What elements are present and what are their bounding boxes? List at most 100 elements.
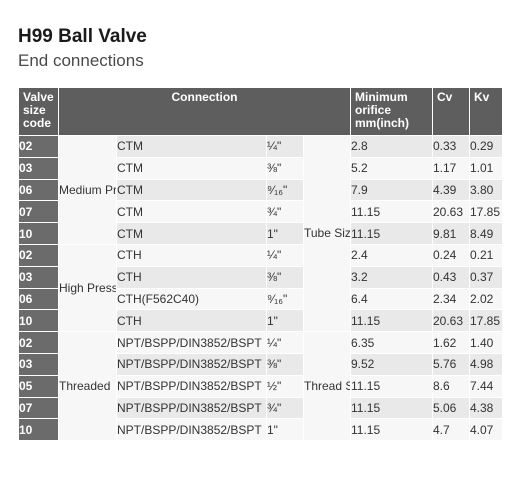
page-subtitle: End connections [18, 51, 144, 70]
kv-cell: 4.38 [469, 396, 503, 420]
cv-cell: 4.7 [432, 418, 470, 442]
end-connections-table: Valve size code Connection Minimum orifi… [18, 87, 503, 442]
kv-cell: 1.01 [469, 156, 503, 180]
kv-cell: 1.40 [469, 331, 503, 354]
connection-size-cell: ¼" [266, 243, 304, 267]
size-code-cell: 02 [18, 135, 59, 158]
size-code-cell: 07 [18, 200, 59, 224]
orifice-cell: 5.2 [350, 156, 433, 180]
kv-cell: 7.44 [469, 374, 503, 398]
kv-cell: 2.02 [469, 287, 503, 311]
size-code-cell: 03 [18, 352, 59, 376]
orifice-cell: 11.15 [350, 222, 433, 245]
connection-type-cell: NPT/BSPP/DIN3852/BSPT [116, 418, 267, 442]
connection-type-cell: CTM [116, 222, 267, 245]
tube-size-label: Tube Size [303, 134, 351, 333]
size-code-cell: 06 [18, 178, 59, 202]
orifice-cell: 2.8 [350, 135, 433, 158]
connection-type-cell: NPT/BSPP/DIN3852/BSPT [116, 331, 267, 354]
orifice-cell: 11.15 [350, 374, 433, 398]
header-size-code: Valve size code [18, 87, 59, 136]
thread-size-label: Thread Size [303, 331, 351, 442]
table-row: 03 CTM ⅜" 5.2 1.17 1.01 [18, 156, 503, 180]
cv-cell: 20.63 [432, 200, 470, 224]
size-code-cell: 05 [18, 374, 59, 398]
header-connection: Connection [58, 87, 351, 136]
size-code-cell: 02 [18, 243, 59, 267]
orifice-cell: 7.9 [350, 178, 433, 202]
page-title: H99 Ball Valve [18, 26, 147, 47]
connection-size-cell: ⅜" [266, 156, 304, 180]
size-code-cell: 10 [18, 222, 59, 245]
connection-type-cell: CTM [116, 200, 267, 224]
orifice-cell: 11.15 [350, 396, 433, 420]
table-row: 07 CTM ¾" 11.15 20.63 17.85 [18, 200, 503, 224]
connection-type-cell: NPT/BSPP/DIN3852/BSPT [116, 396, 267, 420]
connection-size-cell: ¼" [266, 331, 304, 354]
cv-cell: 0.33 [432, 135, 470, 158]
connection-size-cell: ¾" [266, 396, 304, 420]
size-code-cell: 10 [18, 418, 59, 442]
size-code-cell: 10 [18, 309, 59, 333]
connection-type-cell: CTH [116, 243, 267, 267]
kv-cell: 4.07 [469, 418, 503, 442]
size-code-cell: 06 [18, 287, 59, 311]
cv-cell: 2.34 [432, 287, 470, 311]
connection-size-cell: ⁹⁄₁₆" [266, 178, 304, 202]
connection-size-cell: ⅜" [266, 352, 304, 376]
group-medium-pressure: Medium Pressure Coned & Threaded [58, 135, 117, 245]
table-row: 07 NPT/BSPP/DIN3852/BSPT ¾" 11.15 5.06 4.38 [18, 396, 503, 420]
kv-cell: 4.98 [469, 352, 503, 376]
orifice-cell: 11.15 [350, 418, 433, 442]
table-row: 10 CTM 1" 11.15 9.81 8.49 [18, 222, 503, 245]
table-row: 05 NPT/BSPP/DIN3852/BSPT ½" 11.15 8.6 7.44 [18, 374, 503, 398]
connection-size-cell: ¾" [266, 200, 304, 224]
kv-cell: 17.85 [469, 309, 503, 333]
orifice-cell: 9.52 [350, 352, 433, 376]
cv-cell: 0.24 [432, 243, 470, 267]
size-code-cell: 02 [18, 331, 59, 354]
orifice-cell: 11.15 [350, 200, 433, 224]
kv-cell: 0.37 [469, 265, 503, 289]
kv-cell: 8.49 [469, 222, 503, 245]
table-row: 10 NPT/BSPP/DIN3852/BSPT 1" 11.15 4.7 4.07 [18, 418, 503, 442]
connection-type-cell: NPT/BSPP/DIN3852/BSPT [116, 374, 267, 398]
kv-cell: 17.85 [469, 200, 503, 224]
cv-cell: 1.17 [432, 156, 470, 180]
cv-cell: 9.81 [432, 222, 470, 245]
group-threaded: Threaded [58, 331, 117, 442]
connection-type-cell: CTM [116, 156, 267, 180]
header-orifice: Minimum orifice mm(inch) [350, 87, 433, 136]
connection-type-cell: CTH(F562C40) [116, 287, 267, 311]
connection-size-cell: 1" [266, 222, 304, 245]
group-high-pressure: High Pressure Coned & Threaded [58, 243, 117, 333]
connection-type-cell: NPT/BSPP/DIN3852/BSPT [116, 352, 267, 376]
orifice-cell: 6.4 [350, 287, 433, 311]
cv-cell: 0.43 [432, 265, 470, 289]
header-kv: Kv [469, 87, 503, 136]
orifice-cell: 6.35 [350, 331, 433, 354]
connection-size-cell: 1" [266, 309, 304, 333]
header-row: Valve size code Connection Minimum orifi… [18, 87, 503, 136]
connection-type-cell: CTH [116, 265, 267, 289]
cv-cell: 1.62 [432, 331, 470, 354]
cv-cell: 20.63 [432, 309, 470, 333]
table-row: 03 CTH ⅜" 3.2 0.43 0.37 [18, 265, 503, 289]
cv-cell: 5.06 [432, 396, 470, 420]
orifice-cell: 11.15 [350, 309, 433, 333]
connection-type-cell: CTH [116, 309, 267, 333]
connection-size-cell: ⁹⁄₁₆" [266, 287, 304, 311]
connection-type-cell: CTM [116, 178, 267, 202]
cv-cell: 8.6 [432, 374, 470, 398]
size-code-cell: 03 [18, 156, 59, 180]
connection-size-cell: 1" [266, 418, 304, 442]
header-cv: Cv [432, 87, 470, 136]
size-code-cell: 03 [18, 265, 59, 289]
table-row: 02 Threaded NPT/BSPP/DIN3852/BSPT ¼" Thread … [18, 331, 503, 442]
orifice-cell: 3.2 [350, 265, 433, 289]
kv-cell: 0.21 [469, 243, 503, 267]
